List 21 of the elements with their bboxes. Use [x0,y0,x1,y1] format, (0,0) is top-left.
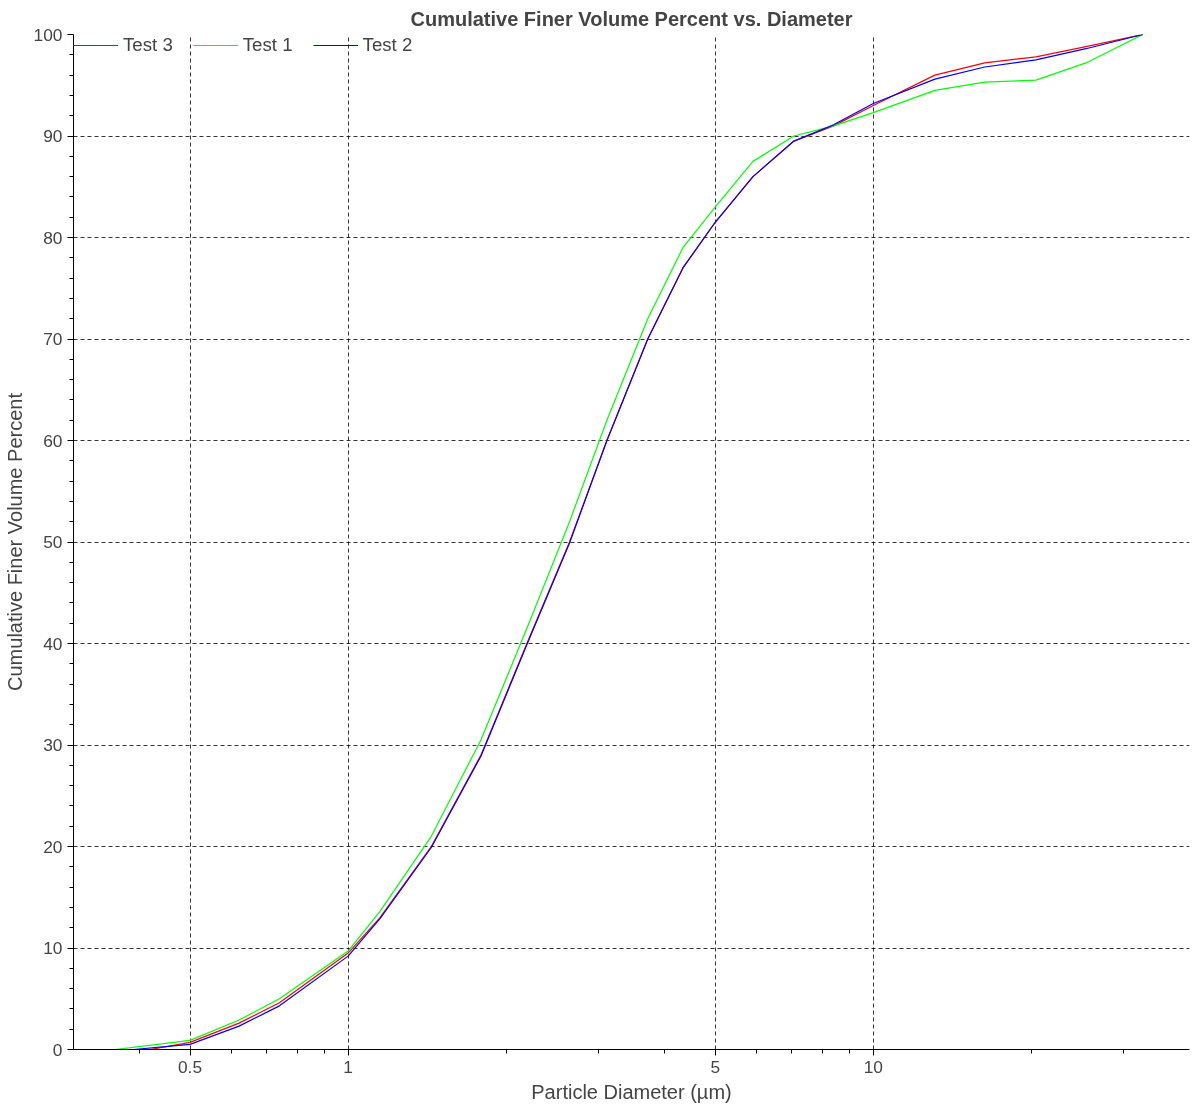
y-tick-label: 10 [43,938,63,958]
y-tick-label: 0 [52,1039,63,1060]
y-tick-label: 30 [43,735,63,755]
y-tick-label: 40 [43,633,63,654]
y-tick-label: 70 [43,329,63,349]
y-tick-label: 80 [43,227,63,248]
legend-label: Test 1 [242,34,293,56]
x-axis-title: Particle Diameter (µm) [531,1080,732,1103]
x-tick-label: 0.5 [177,1056,203,1077]
x-tick-label: 1 [343,1056,353,1077]
y-tick-label: 100 [33,24,63,45]
y-axis-title: Cumulative Finer Volume Percent [3,392,26,691]
y-tick-label: 20 [43,836,63,857]
y-tick-label: 60 [43,430,63,451]
y-tick-label: 50 [43,532,63,552]
y-tick-label: 90 [43,126,63,146]
x-tick-label: 5 [710,1056,721,1077]
legend-label: Test 2 [362,34,413,56]
legend-label: Test 3 [123,34,173,56]
chart-title: Cumulative Finer Volume Percent vs. Diameter [410,7,853,30]
x-tick-label: 10 [863,1056,883,1077]
